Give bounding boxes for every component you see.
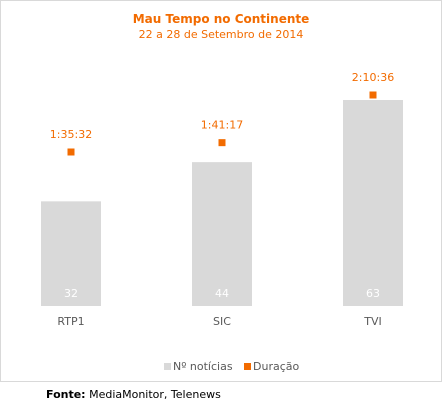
duration-label: 1:35:32	[50, 128, 92, 141]
duration-label: 2:10:36	[352, 71, 394, 84]
duration-label: 1:41:17	[201, 119, 243, 132]
bar-value-label: 44	[215, 287, 229, 300]
legend-swatch-bars	[164, 363, 171, 370]
bar-value-label: 63	[366, 287, 380, 300]
source-text: MediaMonitor, Telenews	[85, 388, 221, 401]
bar-value-label: 32	[64, 287, 78, 300]
source-label: Fonte:	[46, 388, 86, 401]
category-label: RTP1	[57, 315, 84, 328]
chart-frame: Mau Tempo no Continente 22 a 28 de Setem…	[0, 0, 442, 382]
chart-svg: Mau Tempo no Continente 22 a 28 de Setem…	[41, 12, 403, 373]
legend-label-duration: Duração	[253, 360, 299, 373]
category-label: SIC	[213, 315, 231, 328]
duration-marker	[67, 148, 75, 156]
legend-label-bars: Nº notícias	[173, 360, 233, 373]
legend-swatch-duration	[244, 363, 251, 370]
bar-tvi	[343, 99, 403, 307]
chart-title: Mau Tempo no Continente	[133, 12, 310, 26]
duration-marker	[369, 91, 377, 99]
bar-rtp1	[41, 201, 101, 306]
chart-subtitle: 22 a 28 de Setembro de 2014	[139, 28, 304, 41]
source-note: Fonte: MediaMonitor, Telenews	[46, 388, 221, 401]
duration-marker	[218, 139, 226, 147]
category-label: TVI	[363, 315, 382, 328]
bar-sic	[192, 162, 252, 306]
